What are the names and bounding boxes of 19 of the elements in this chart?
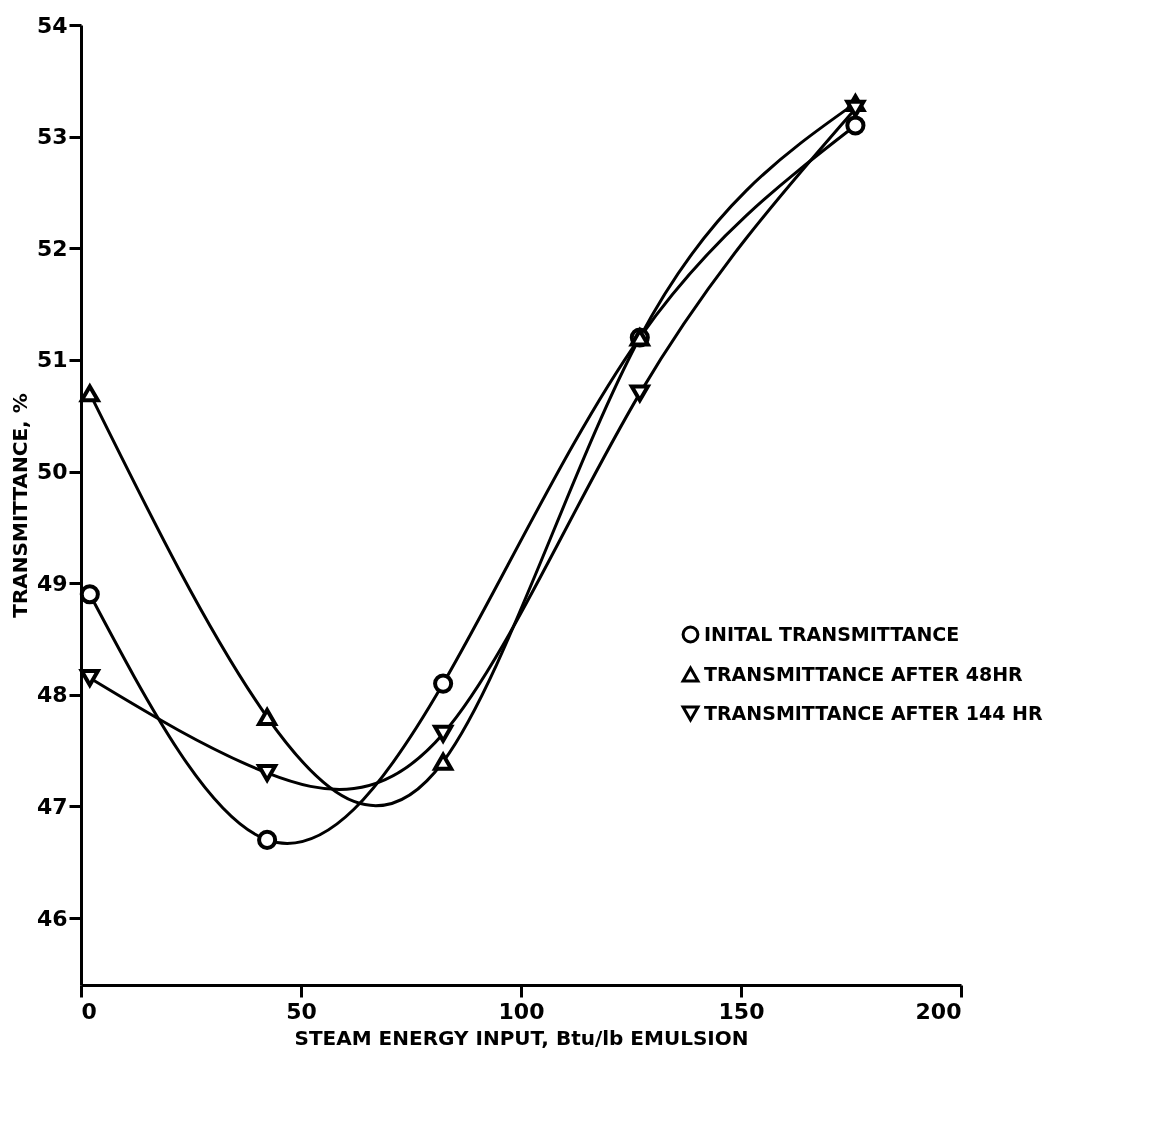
legend-label: TRANSMITTANCE AFTER 48HR [704,662,1024,685]
y-tick-label: 54 [36,12,68,38]
x-axis-title: STEAM ENERGY INPUT, Btu/lb EMULSION [294,1025,749,1050]
x-tick-label: 100 [498,998,545,1024]
y-tick-label: 53 [36,124,68,150]
y-tick-label: 46 [36,905,68,931]
y-tick-label: 50 [36,459,68,485]
legend-label: TRANSMITTANCE AFTER 144 HR [704,701,1043,724]
legend-label: INITAL TRANSMITTANCE [704,622,960,645]
y-tick-label: 51 [36,347,68,373]
x-tick-label: 200 [915,998,962,1024]
y-tick-label: 48 [36,682,68,708]
y-tick-label: 47 [36,793,68,819]
x-tick-label: 0 [81,998,97,1024]
x-tick-label: 50 [286,998,317,1024]
y-tick-label: 49 [36,570,68,596]
x-tick-label: 150 [718,998,765,1024]
y-tick-label: 52 [36,235,68,261]
y-axis-title: TRANSMITTANCE, % [7,393,32,618]
